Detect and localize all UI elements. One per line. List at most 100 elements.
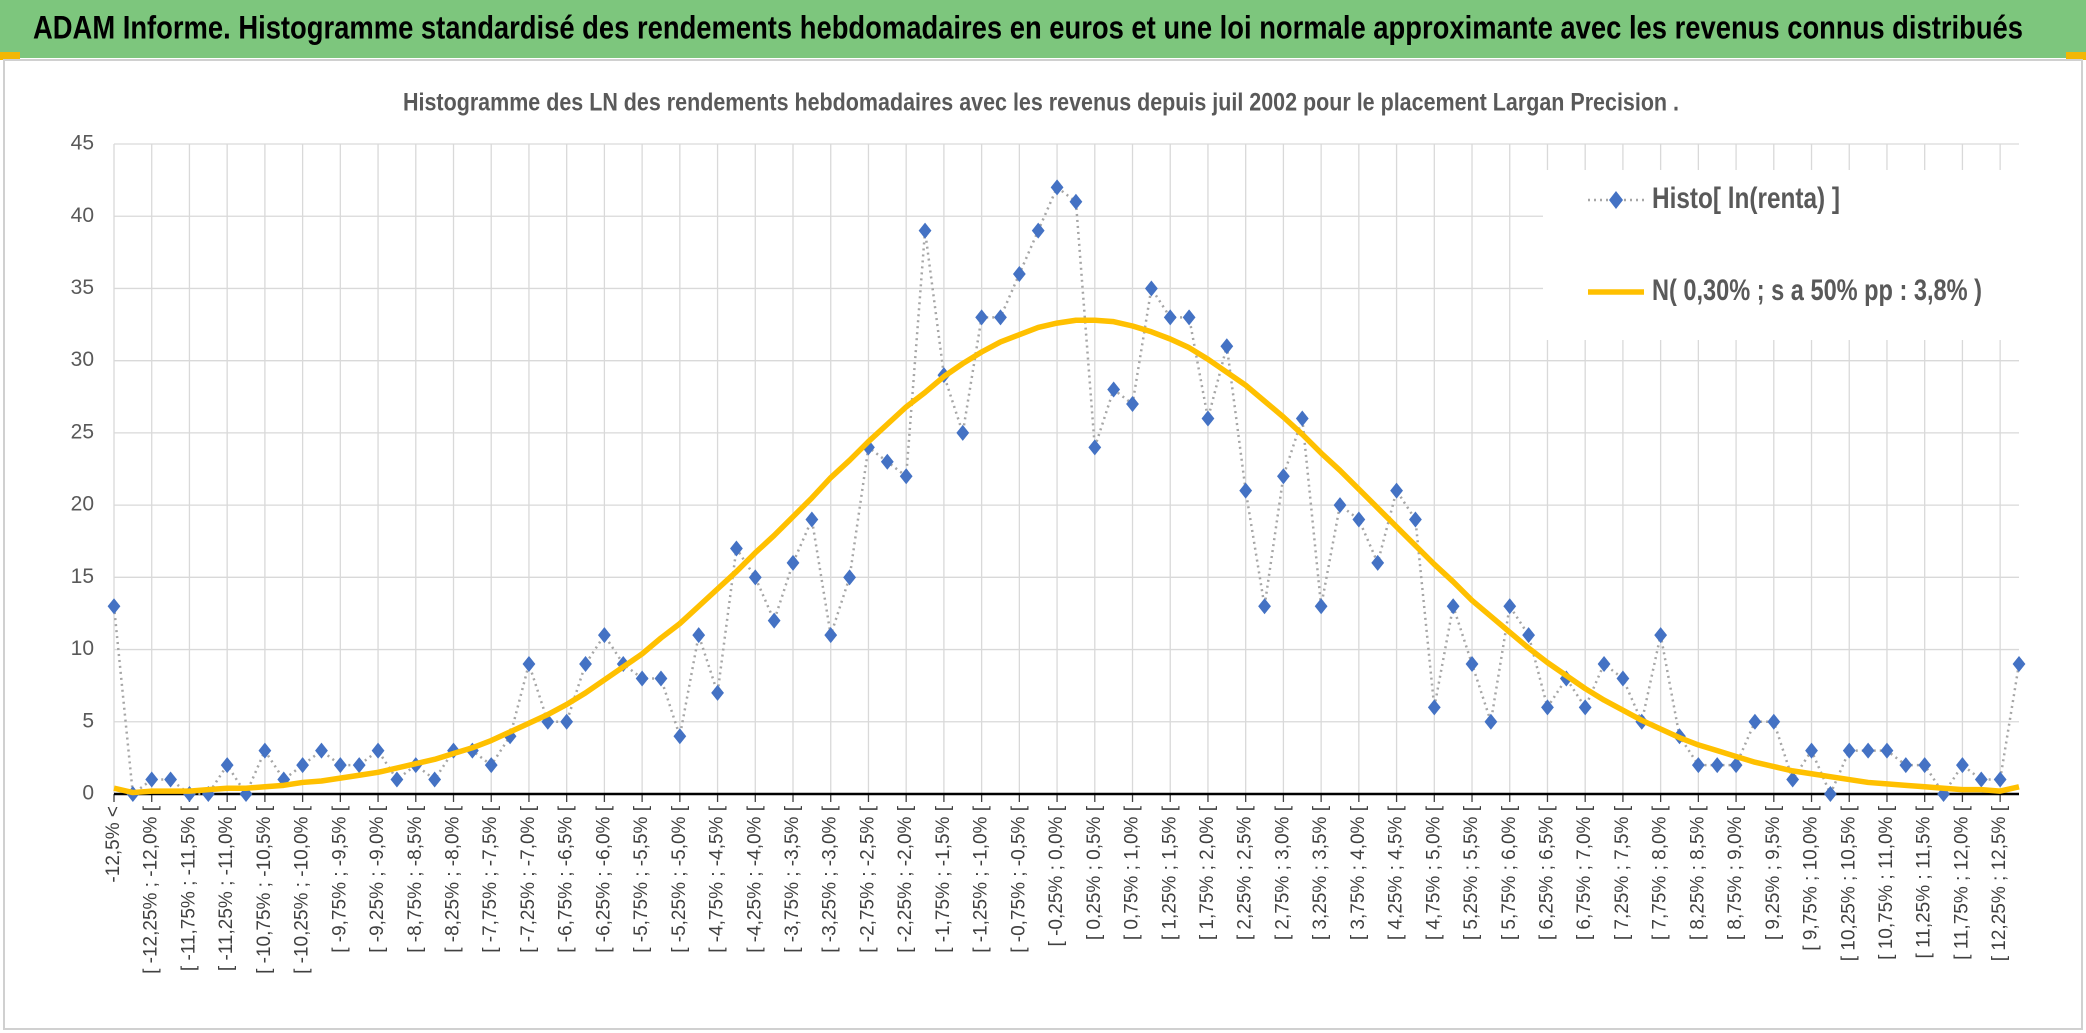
legend-marker: [1609, 191, 1623, 209]
x-tick-label: [ 4,75% ; 5,0% [: [1423, 805, 1444, 940]
y-tick-label: 5: [82, 709, 94, 732]
data-point: [465, 742, 479, 759]
x-tick-label: [ 5,25% ; 5,5% [: [1461, 805, 1482, 940]
data-point: [164, 771, 177, 788]
data-point: [1314, 598, 1328, 615]
chart-frame: [3, 59, 2083, 1030]
data-point: [1974, 771, 1988, 788]
data-point: [1069, 193, 1083, 210]
x-tick-label: [ -5,75% ; -5,5% [: [631, 805, 652, 953]
chart-title: Histogramme des LN des rendements hebdom…: [403, 89, 1679, 117]
x-tick-label: [ -2,75% ; -2,5% [: [857, 805, 878, 953]
data-point: [692, 627, 706, 644]
data-point: [1503, 598, 1517, 615]
x-tick-label: [ -8,75% ; -8,5% [: [405, 805, 426, 953]
y-tick-label: 0: [82, 782, 94, 805]
x-tick-label: [ -9,75% ; -9,5% [: [329, 805, 350, 953]
data-point: [1201, 410, 1215, 427]
x-tick-label: [ -7,25% ; -7,0% [: [518, 805, 539, 953]
x-tick-label: [ 10,75% ; 11,0% [: [1876, 805, 1897, 960]
y-tick-label: 45: [71, 132, 94, 155]
data-point: [315, 742, 328, 759]
data-point: [1107, 381, 1121, 398]
x-tick-label: [ -7,75% ; -7,5% [: [480, 805, 501, 953]
y-tick-label: 40: [71, 204, 94, 227]
x-tick-label: [ -1,25% ; -1,0% [: [971, 805, 992, 953]
legend-label: Histo[ ln(renta) ]: [1652, 182, 1840, 215]
x-tick-label: [ -12,25% ; -12,0% [: [141, 805, 162, 974]
data-point: [899, 468, 913, 485]
legend-label: N( 0,30% ; s a 50% pp : 3,8% ): [1652, 274, 1982, 307]
data-point: [579, 656, 592, 672]
data-point: [522, 656, 536, 672]
data-point: [767, 612, 781, 629]
data-point: [1239, 482, 1253, 499]
data-point: [1484, 713, 1498, 730]
data-point: [145, 771, 159, 788]
data-point: [1597, 656, 1611, 672]
data-point: [1805, 742, 1818, 759]
data-point: [597, 627, 611, 644]
data-point: [447, 742, 460, 759]
legend-box: [1543, 170, 2019, 340]
data-point: [1163, 309, 1177, 326]
data-point: [673, 728, 687, 745]
x-tick-label: [ 12,25% ; 12,5% [: [1989, 805, 2010, 961]
x-tick-label: [ -11,75% ; -11,5% [: [178, 805, 199, 971]
data-point: [1012, 266, 1026, 282]
data-point: [748, 569, 762, 586]
y-tick-label: 35: [71, 276, 94, 299]
data-point: [258, 742, 272, 759]
x-tick-label: [ 11,75% ; 12,0% [: [1951, 805, 1972, 960]
y-tick-label: 25: [71, 420, 94, 443]
data-point: [994, 309, 1007, 326]
data-point: [805, 511, 819, 528]
x-tick-label: [ -11,25% ; -11,0% [: [216, 805, 237, 971]
data-point: [918, 222, 932, 239]
x-tick-label: [ 4,25% ; 4,5% [: [1386, 805, 1407, 940]
data-point: [1578, 699, 1592, 716]
header-title: ADAM Informe. Histogramme standardisé de…: [33, 9, 2023, 45]
x-tick-label: [ -6,25% ; -6,0% [: [593, 805, 614, 953]
x-tick-label: [ 0,25% ; 0,5% [: [1084, 805, 1105, 940]
data-point: [1427, 699, 1441, 716]
data-point: [1371, 554, 1385, 571]
data-point: [880, 453, 894, 470]
x-tick-label: [ 11,25% ; 11,5% [: [1914, 805, 1935, 958]
data-point: [1861, 742, 1875, 759]
x-tick-label: [ -3,25% ; -3,0% [: [820, 805, 841, 953]
data-point: [1465, 656, 1479, 672]
data-point: [1126, 396, 1139, 412]
data-point: [1182, 309, 1196, 326]
y-tick-label: 20: [71, 493, 94, 516]
data-point: [1333, 497, 1347, 514]
data-point: [1918, 757, 1932, 774]
x-tick-label: [ 2,75% ; 3,0% [: [1272, 805, 1293, 940]
header-bar: [0, 0, 2086, 58]
data-point: [560, 713, 574, 730]
x-tick-label: [ -4,75% ; -4,5% [: [707, 805, 728, 953]
data-point: [1880, 742, 1894, 759]
data-point: [1541, 699, 1554, 716]
x-tick-label: [ 8,25% ; 8,5% [: [1687, 805, 1708, 940]
data-point: [1823, 786, 1837, 802]
data-point: [1295, 410, 1309, 427]
data-point: [786, 554, 800, 571]
data-point: [1031, 222, 1045, 239]
x-tick-label: [ 2,25% ; 2,5% [: [1235, 805, 1256, 940]
data-point: [824, 627, 838, 644]
x-tick-label: [ 0,75% ; 1,0% [: [1122, 805, 1143, 940]
x-tick-label: [ -10,75% ; -10,5% [: [254, 805, 275, 974]
data-point: [220, 757, 234, 774]
data-point: [2012, 656, 2026, 672]
x-tick-label: [ 3,25% ; 3,5% [: [1310, 805, 1331, 940]
y-tick-label: 15: [71, 565, 94, 588]
data-point: [1050, 179, 1064, 196]
data-point: [711, 684, 724, 701]
data-point: [352, 757, 366, 774]
x-tick-label: [ -9,25% ; -9,0% [: [367, 805, 388, 953]
x-tick-label: [ -6,75% ; -6,5% [: [556, 805, 577, 953]
data-point: [1842, 742, 1856, 759]
x-tick-label: [ 7,75% ; 8,0% [: [1650, 805, 1671, 940]
data-point: [1786, 771, 1800, 788]
